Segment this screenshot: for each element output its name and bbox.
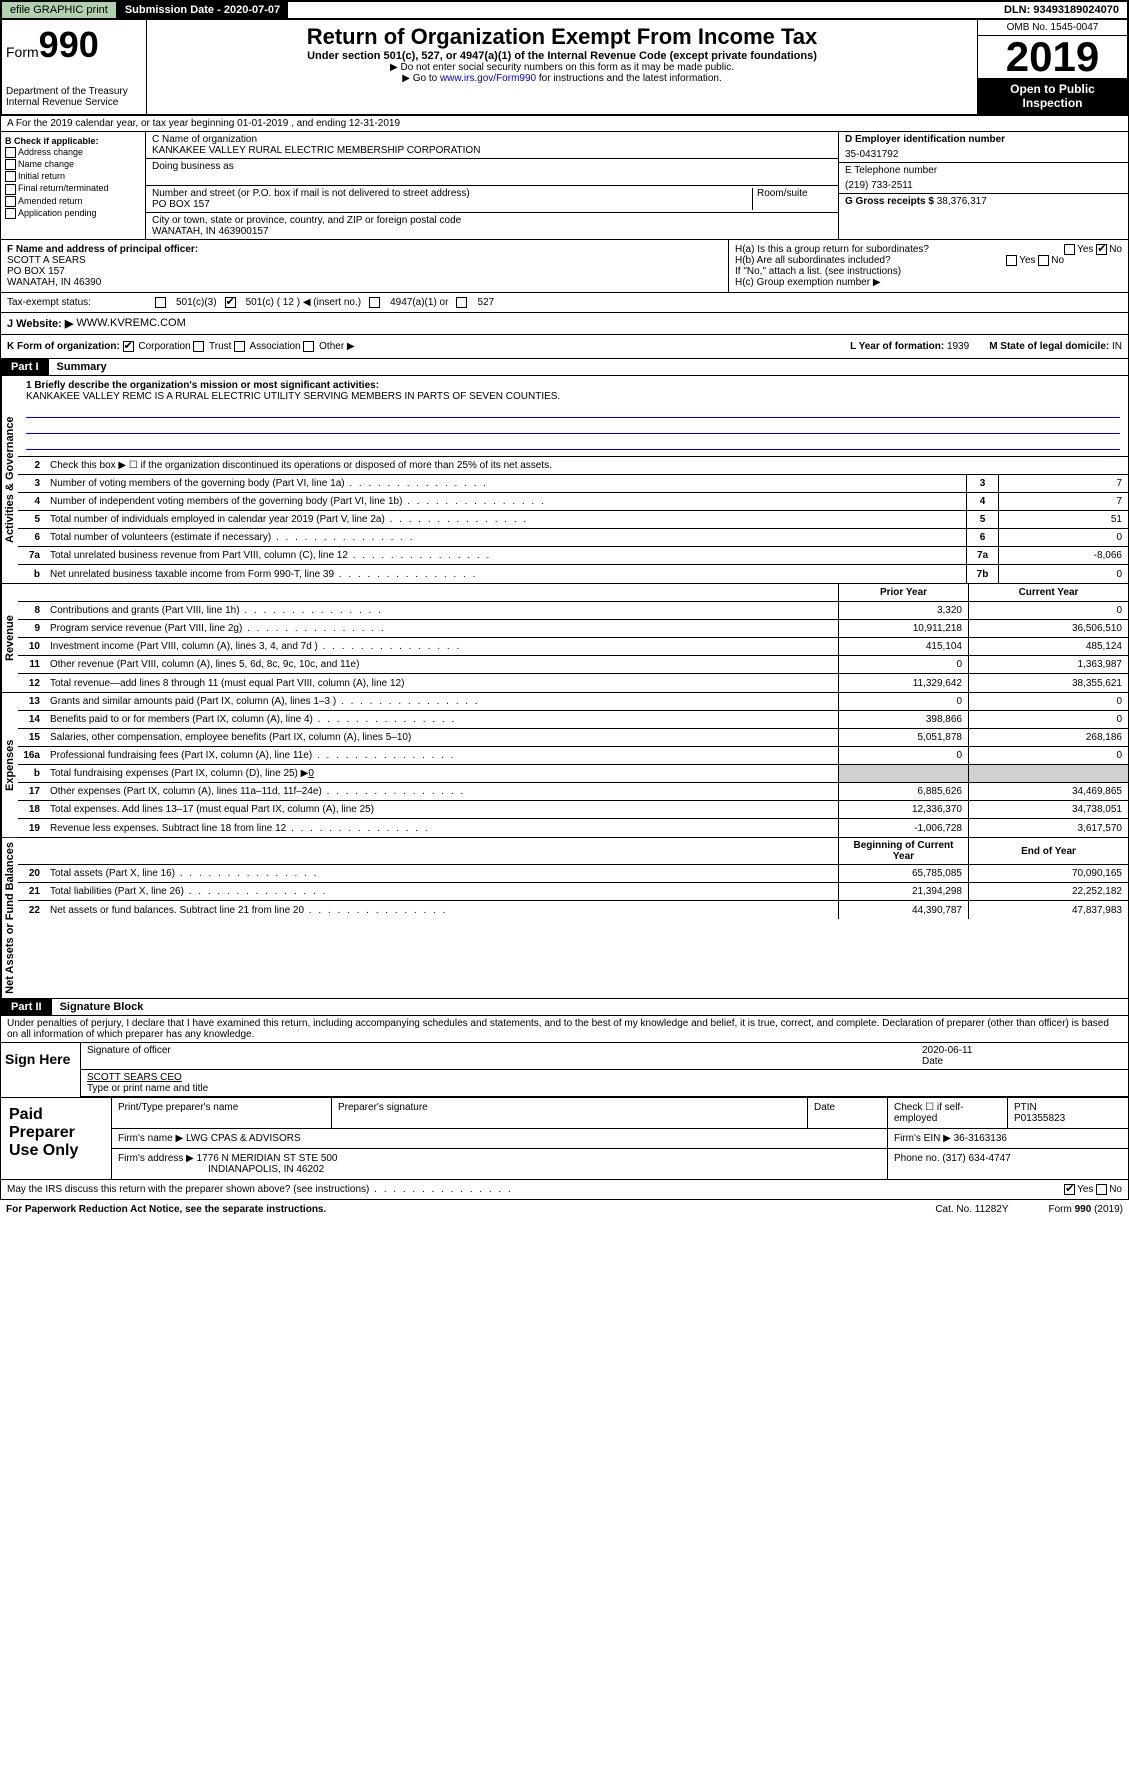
- header-right: OMB No. 1545-0047 2019 Open to Public In…: [977, 20, 1127, 114]
- form-title: Return of Organization Exempt From Incom…: [151, 24, 973, 50]
- dln: DLN: 93493189024070: [996, 2, 1127, 18]
- part1-header: Part I Summary: [0, 359, 1129, 376]
- paid-preparer-section: Paid Preparer Use Only Print/Type prepar…: [0, 1098, 1129, 1180]
- expenses-section: Expenses 13Grants and similar amounts pa…: [0, 693, 1129, 838]
- section-bcde: B Check if applicable: Address change Na…: [0, 132, 1129, 240]
- irs-discuss-row: May the IRS discuss this return with the…: [0, 1180, 1129, 1200]
- perjury-statement: Under penalties of perjury, I declare th…: [0, 1016, 1129, 1043]
- row-j-website: J Website: ▶ WWW.KVREMC.COM: [0, 313, 1129, 335]
- row-a-tax-year: A For the 2019 calendar year, or tax yea…: [0, 116, 1129, 132]
- irs-link[interactable]: www.irs.gov/Form990: [440, 73, 536, 84]
- sign-here-section: Sign Here Signature of officer2020-06-11…: [0, 1043, 1129, 1098]
- col-b-checkboxes: B Check if applicable: Address change Na…: [1, 132, 146, 239]
- revenue-section: Revenue Prior YearCurrent Year 8Contribu…: [0, 584, 1129, 693]
- part2-header: Part II Signature Block: [0, 999, 1129, 1016]
- form-header: Form990 Department of the Treasury Inter…: [0, 20, 1129, 116]
- row-k-org-form: K Form of organization: Corporation Trus…: [0, 335, 1129, 359]
- header-left: Form990 Department of the Treasury Inter…: [2, 20, 147, 114]
- governance-section: Activities & Governance 1 Briefly descri…: [0, 376, 1129, 584]
- col-deg: D Employer identification number35-04317…: [838, 132, 1128, 239]
- row-fgh: F Name and address of principal officer:…: [0, 240, 1129, 293]
- netassets-section: Net Assets or Fund Balances Beginning of…: [0, 838, 1129, 999]
- col-c-org-info: C Name of organizationKANKAKEE VALLEY RU…: [146, 132, 838, 239]
- footer-bottom: For Paperwork Reduction Act Notice, see …: [0, 1200, 1129, 1219]
- top-toolbar: efile GRAPHIC print Submission Date - 20…: [0, 0, 1129, 20]
- header-title: Return of Organization Exempt From Incom…: [147, 20, 977, 114]
- efile-button[interactable]: efile GRAPHIC print: [2, 2, 117, 18]
- row-i-tax-status: Tax-exempt status: 501(c)(3) 501(c) ( 12…: [0, 293, 1129, 313]
- submission-label: Submission Date - 2020-07-07: [117, 2, 288, 18]
